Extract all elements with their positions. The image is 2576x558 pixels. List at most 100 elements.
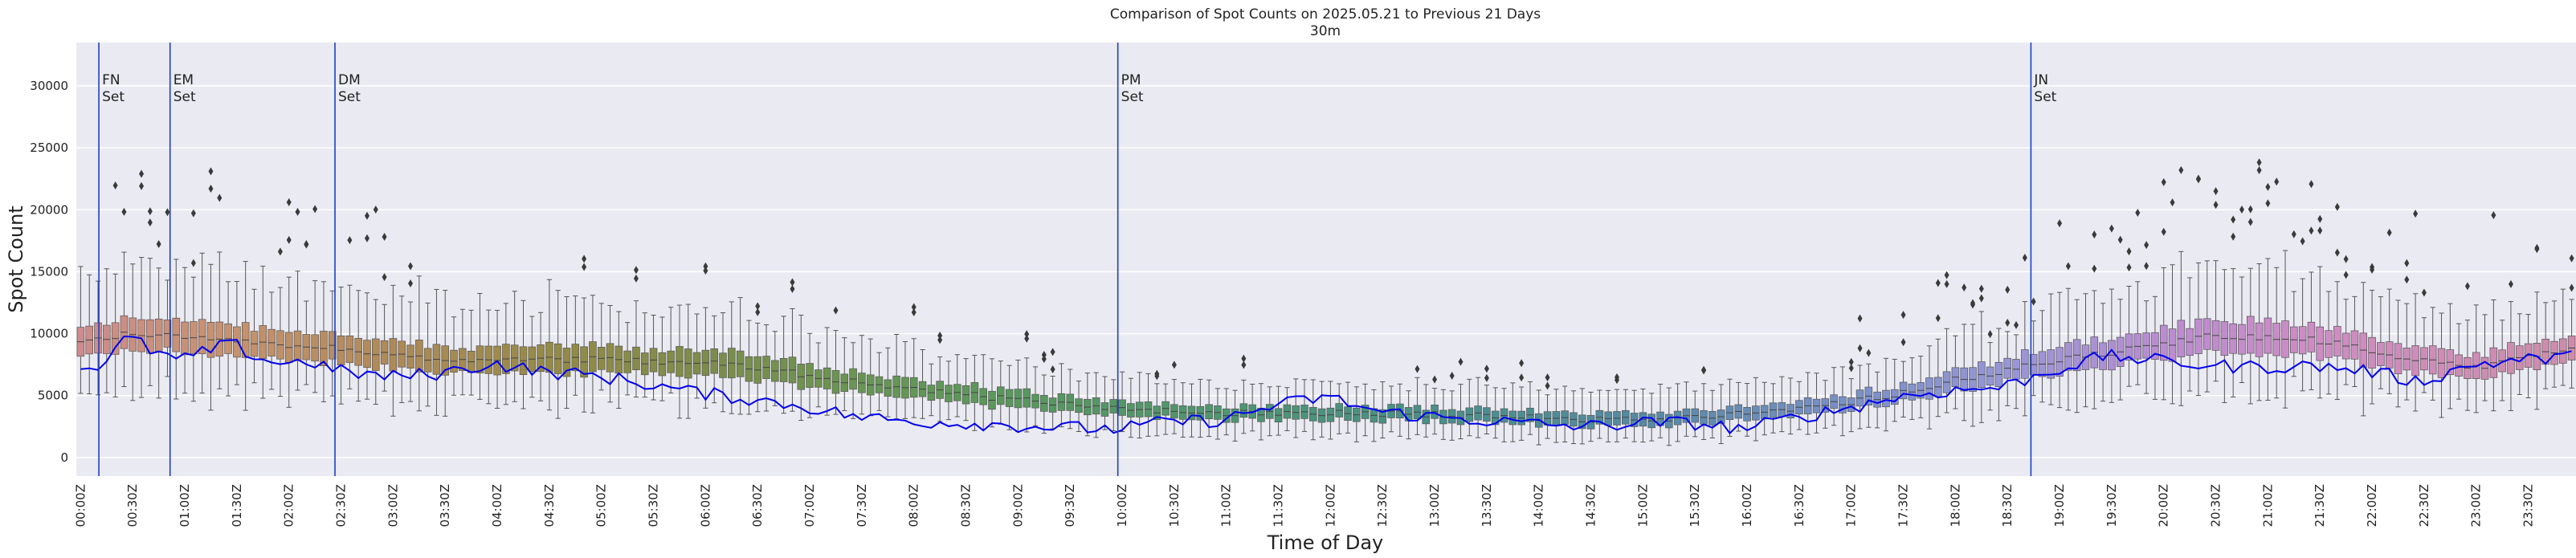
outlier-point — [2161, 177, 2166, 186]
set-marker-label: EM — [174, 72, 194, 88]
y-tick-label: 30000 — [30, 79, 68, 93]
outlier-point — [2309, 226, 2314, 235]
outlier-point — [2404, 259, 2410, 267]
outlier-point — [1545, 381, 1550, 390]
outlier-point — [347, 236, 353, 245]
x-tick-label: 15:30Z — [1688, 484, 1702, 527]
outlier-point — [2247, 205, 2253, 214]
outlier-point — [304, 240, 309, 249]
outlier-point — [633, 266, 639, 275]
x-tick-label: 21:30Z — [2313, 484, 2327, 527]
outlier-point — [2300, 237, 2305, 246]
x-axis-title: Time of Day — [1267, 532, 1384, 554]
x-tick-label: 16:00Z — [1740, 484, 1754, 527]
x-tick-label: 13:30Z — [1480, 484, 1494, 527]
outlier-point — [2092, 230, 2097, 239]
y-tick-label: 0 — [60, 450, 68, 465]
boxplot-layer — [76, 158, 2576, 446]
outlier-point — [1415, 365, 1420, 373]
x-tick-label: 02:00Z — [282, 484, 296, 527]
outlier-point — [2317, 214, 2323, 223]
today-line — [80, 335, 2572, 435]
x-tick-label: 00:30Z — [125, 484, 140, 527]
outlier-point — [2343, 255, 2349, 263]
outlier-point — [2256, 166, 2262, 175]
outlier-point — [633, 274, 639, 283]
outlier-point — [2022, 254, 2027, 263]
outlier-point — [911, 308, 917, 317]
outlier-point — [2265, 182, 2271, 191]
outlier-point — [1944, 271, 1949, 279]
x-tick-label: 03:00Z — [386, 484, 400, 527]
x-tick-label: 18:00Z — [1948, 484, 1962, 527]
set-marker-label: JN — [2033, 72, 2048, 88]
x-tick-label: 12:00Z — [1323, 484, 1337, 527]
set-marker-sublabel: Set — [102, 89, 125, 105]
outlier-point — [2569, 283, 2574, 292]
outlier-point — [2386, 228, 2392, 237]
x-tick-label: 12:30Z — [1375, 484, 1390, 527]
outlier-point — [1962, 283, 1967, 292]
outlier-point — [2065, 262, 2071, 271]
outlier-point — [2317, 226, 2323, 235]
x-tick-label: 10:00Z — [1115, 484, 1129, 527]
outlier-point — [1041, 350, 1047, 359]
outlier-point — [1978, 294, 1984, 303]
x-tick-label: 00:00Z — [73, 484, 88, 527]
x-tick-label: 21:00Z — [2260, 484, 2275, 527]
y-axis-title: Spot Count — [5, 206, 27, 312]
outlier-point — [1432, 375, 1438, 384]
outlier-point — [190, 209, 196, 218]
outlier-point — [582, 263, 587, 271]
outlier-point — [2334, 248, 2340, 257]
outlier-point — [2309, 180, 2314, 189]
outlier-point — [208, 167, 214, 176]
today-line-layer — [80, 335, 2572, 435]
outlier-point — [165, 208, 170, 217]
outlier-point — [2178, 165, 2184, 174]
x-tick-label: 22:00Z — [2365, 484, 2379, 527]
set-marker-label: DM — [338, 72, 361, 88]
outlier-point — [373, 205, 378, 214]
x-tick-label: 05:30Z — [647, 484, 661, 527]
x-tick-label: 08:30Z — [959, 484, 974, 527]
y-tick-label: 10000 — [30, 327, 68, 341]
x-tick-label: 07:30Z — [855, 484, 869, 527]
outlier-point — [1701, 366, 1707, 375]
outlier-point — [408, 279, 414, 287]
outlier-point — [156, 240, 161, 249]
outlier-point — [2170, 198, 2175, 207]
x-tick-label: 09:30Z — [1063, 484, 1077, 527]
x-tick-label: 02:30Z — [334, 484, 349, 527]
set-marker-label: FN — [102, 72, 120, 88]
gridlines — [76, 85, 2576, 458]
outlier-point — [2005, 285, 2011, 294]
outlier-point — [1935, 279, 1941, 287]
outlier-point — [1987, 330, 1993, 339]
outlier-point — [2291, 230, 2296, 238]
outlier-point — [139, 169, 145, 178]
outlier-point — [790, 278, 795, 287]
outlier-point — [833, 306, 839, 315]
x-tick-label: 07:00Z — [802, 484, 817, 527]
outlier-point — [2126, 263, 2132, 272]
x-tick-label: 22:30Z — [2417, 484, 2431, 527]
outlier-point — [408, 262, 414, 271]
outlier-point — [2569, 254, 2574, 263]
y-tick-label: 25000 — [30, 141, 68, 155]
outlier-point — [1848, 357, 1854, 366]
outlier-point — [1978, 284, 1984, 293]
outlier-point — [1050, 348, 1055, 356]
outlier-point — [286, 235, 292, 244]
outlier-point — [1848, 364, 1854, 373]
outlier-point — [1866, 348, 1872, 357]
outlier-point — [2508, 279, 2513, 288]
outlier-point — [755, 302, 761, 311]
x-tick-label: 18:30Z — [2000, 484, 2015, 527]
outlier-point — [2117, 235, 2123, 244]
x-tick-label: 06:30Z — [750, 484, 765, 527]
y-tick-label: 15000 — [30, 264, 68, 279]
outlier-point — [286, 198, 292, 206]
